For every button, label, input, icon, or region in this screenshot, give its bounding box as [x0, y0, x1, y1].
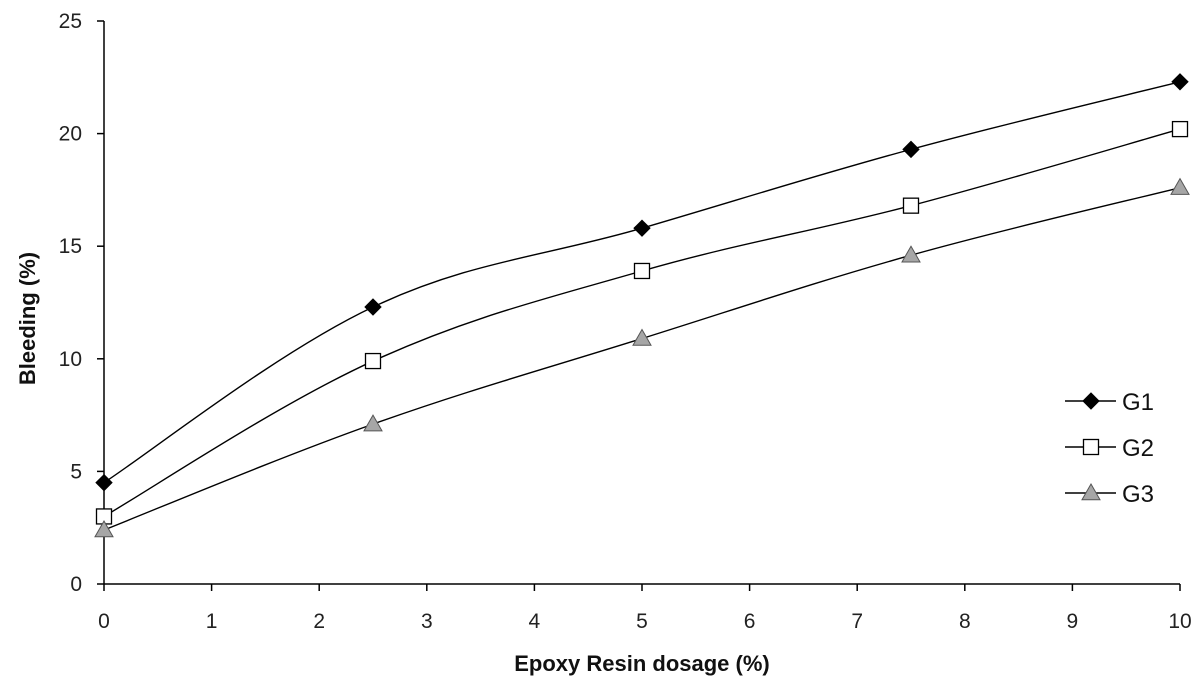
y-axis-ticks: 0 5 10 15 20 25 [59, 10, 104, 596]
x-tick-label: 10 [1168, 610, 1191, 633]
legend-label: G3 [1122, 481, 1154, 508]
y-tick-label: 0 [70, 573, 82, 596]
series-line-g1 [103, 81, 1181, 484]
data-point-g1 [1171, 73, 1189, 91]
y-tick-label: 15 [59, 235, 82, 258]
series-g1 [95, 73, 1189, 492]
y-tick-label: 5 [70, 460, 82, 483]
series-g3 [94, 177, 1190, 538]
legend-marker [1082, 438, 1100, 456]
series-layer [94, 73, 1190, 538]
data-point-g1 [364, 298, 382, 316]
data-point-g2 [364, 352, 382, 370]
data-point-g3 [901, 245, 921, 263]
x-tick-label: 6 [744, 610, 756, 633]
y-tick-label: 10 [59, 348, 82, 371]
data-point-g3 [1170, 177, 1190, 195]
data-point-g3 [363, 414, 383, 432]
x-tick-label: 8 [959, 610, 971, 633]
data-point-g1 [95, 473, 113, 492]
x-tick-label: 3 [421, 610, 433, 633]
y-tick-label: 25 [59, 10, 82, 33]
series-line-g2 [103, 128, 1181, 518]
y-axis-title: Bleeding (%) [15, 252, 40, 385]
x-tick-label: 1 [206, 610, 218, 633]
legend-item-g3: G3 [1065, 481, 1154, 508]
x-tick-label: 4 [529, 610, 541, 633]
data-point-g3 [94, 519, 114, 538]
legend-label: G2 [1122, 435, 1154, 462]
series-g2 [95, 120, 1189, 525]
legend-label: G1 [1122, 389, 1154, 416]
data-point-g1 [633, 219, 651, 237]
data-point-g2 [633, 262, 651, 280]
x-tick-label: 0 [98, 610, 110, 633]
x-tick-label: 2 [313, 610, 325, 633]
series-line-g3 [103, 186, 1181, 531]
legend: G1 G2 G3 [1065, 389, 1154, 508]
legend-item-g1: G1 [1065, 389, 1154, 416]
x-tick-label: 5 [636, 610, 648, 633]
legend-marker [1082, 392, 1100, 410]
x-axis-ticks: 0 1 2 3 4 5 6 7 8 9 10 [98, 584, 1192, 633]
x-axis-title: Epoxy Resin dosage (%) [514, 651, 770, 676]
x-tick-label: 7 [851, 610, 863, 633]
data-point-g2 [902, 197, 920, 214]
data-point-g3 [632, 328, 652, 346]
data-point-g2 [1171, 120, 1189, 138]
x-tick-label: 9 [1067, 610, 1079, 633]
legend-item-g2: G2 [1065, 435, 1154, 462]
data-point-g1 [902, 140, 920, 159]
y-tick-label: 20 [59, 123, 82, 146]
legend-marker [1081, 482, 1101, 501]
